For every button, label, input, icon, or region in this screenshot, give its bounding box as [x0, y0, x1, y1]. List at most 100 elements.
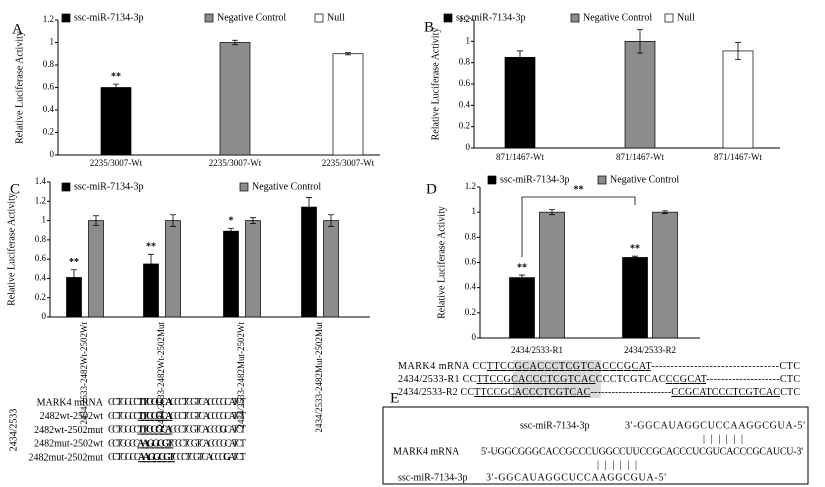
- legend-label: Negative Control: [217, 12, 286, 23]
- legend-label: Null: [327, 12, 345, 23]
- y-tick-label: 0.4: [35, 272, 47, 282]
- legend-swatch: [314, 13, 324, 23]
- sequence-part: TTCCGCACCCTCGTCAC: [474, 387, 590, 398]
- x-tick-label: 2434/2533-R1: [511, 345, 563, 355]
- sequence-part: -----------------------: [590, 387, 671, 398]
- y-tick-label: 1: [42, 215, 47, 225]
- sequence-part: CATCT: [224, 425, 246, 436]
- y-tick-label: 0: [472, 332, 477, 342]
- error-bar: [250, 217, 256, 224]
- x-tick-label: 2235/3007-Wt: [322, 158, 375, 168]
- y-tick-label: 0.2: [465, 307, 476, 317]
- sequence-part: CCCTCGTCACCC: [173, 452, 226, 463]
- panel-e-box: [382, 406, 809, 485]
- y-tick-label: 0.8: [459, 57, 471, 67]
- sequence: 2434/2533-R1 CCTTCCGCACCCTCGTCACCCCTCGTC…: [398, 374, 800, 385]
- error-bar: [519, 274, 525, 281]
- y-tick-label: 1: [472, 206, 477, 216]
- bar: [622, 257, 648, 339]
- significance: **: [111, 71, 121, 82]
- y-tick-label: 1.2: [459, 14, 470, 24]
- bar: [504, 56, 536, 149]
- x-tick-label: 2235/3007-Wt: [209, 158, 262, 168]
- sequence-part: TTCCGCA: [138, 397, 174, 408]
- sequence-part: CTC: [780, 387, 800, 398]
- error-bar: [735, 42, 741, 60]
- pairing: ||||||: [597, 459, 637, 470]
- error-bar: [662, 210, 668, 214]
- y-tick-label: 0.8: [43, 59, 55, 69]
- bar: [223, 230, 239, 318]
- legend-swatch: [204, 13, 214, 23]
- sequence-part: AAGGCGT: [137, 439, 174, 450]
- panel-label: E: [390, 390, 399, 406]
- error-bar: [345, 52, 351, 56]
- mrna-seq: 5'-UGGCGGGCACCGCCCUGGCCUUCCGCACCCUCGUCAC…: [481, 446, 803, 457]
- sequence-part: CCCTCGTCACCCGCATCT: [170, 411, 246, 422]
- sequence-part: 2434/2533-R1 CC: [398, 374, 477, 385]
- x-tick-label: 2434/2533-2482Wt-2502Mut: [156, 322, 166, 429]
- sequence-part: G: [219, 425, 227, 436]
- x-tick-label: 871/1467-Wt: [616, 152, 664, 162]
- mrna-name: MARK4 mRNA: [393, 446, 460, 457]
- panel-label: C: [10, 181, 20, 197]
- panel-label: D: [426, 181, 437, 197]
- sequence: CCTGGCCAAGGCGTCCCTCGTCACCCGCATCT: [108, 439, 246, 450]
- sequence-part: --------------------CTC: [706, 374, 800, 385]
- sequence-label: 2482mut-2502mut: [29, 452, 104, 463]
- y-tick-label: 0: [466, 142, 471, 152]
- y-tick-label: 0.4: [43, 104, 55, 114]
- sequence-part: TTCCGCACCCTCGTCAC: [477, 374, 596, 385]
- sequence-label: MARK4 mRNA: [37, 397, 104, 408]
- x-tick-label: 2434/2533-2482Mut-2502Mut: [314, 322, 324, 433]
- sequence-part: CCGCAT: [666, 374, 707, 385]
- error-bar: [71, 269, 77, 286]
- bar: [509, 277, 535, 339]
- significance: **: [146, 242, 156, 253]
- sequence: 2434/2533-R2 CCTTCCGCACCCTCGTCAC--------…: [398, 387, 800, 398]
- legend-swatch: [597, 175, 607, 185]
- sequence-part: CCCTCGTCAC: [596, 374, 666, 385]
- pairing: ||||||: [703, 433, 743, 444]
- bar: [100, 87, 132, 156]
- legend-swatch: [570, 13, 580, 23]
- x-tick-label: 2434/2533-2482Mut-2502Wt: [236, 322, 246, 429]
- legend-swatch: [664, 13, 674, 23]
- sequence-label: 2482wt-2502wt: [40, 411, 104, 422]
- y-tick-label: 0.2: [43, 127, 54, 137]
- x-tick-label: 2235/3007-Wt: [90, 158, 143, 168]
- sequence-label: 2482mut-2502wt: [34, 439, 103, 450]
- bar: [332, 53, 364, 156]
- sequence-part: MARK4 mRNA CC: [398, 361, 487, 372]
- y-axis-label: Relative Luciferase Activity: [6, 193, 17, 306]
- y-tick-label: 1.2: [465, 181, 476, 191]
- y-axis-label: Relative Luciferase Activity: [436, 206, 447, 319]
- legend-swatch: [61, 182, 71, 192]
- bar: [722, 50, 754, 149]
- sequence-part: CCCTCGTCACCCGCATCT: [170, 397, 246, 408]
- legend-label: Negative Control: [583, 12, 652, 23]
- y-tick-label: 0: [50, 149, 55, 159]
- sequence-part: TTCCGCACCCTCGTCAC: [487, 361, 609, 372]
- significance: **: [630, 244, 640, 255]
- x-tick-label: 2434/2533-R2: [624, 345, 676, 355]
- mirna-seq: 3'-GGCAUAGGCUCCAAGGCGUA-5': [625, 420, 805, 431]
- sequence-part: CCTGGCC: [108, 397, 140, 408]
- legend-label: ssc-miR-7134-3p: [74, 12, 143, 23]
- y-tick-label: 0: [42, 311, 47, 321]
- sequence: MARK4 mRNA CCTTCCGCACCCTCGTCACCCGCAT----…: [398, 361, 800, 372]
- significance: **: [69, 257, 79, 268]
- significance: *: [229, 216, 234, 227]
- error-bar: [170, 214, 176, 227]
- y-tick-label: 0.4: [465, 282, 477, 292]
- error-bar: [232, 39, 238, 46]
- legend-swatch: [61, 13, 71, 23]
- bar: [245, 220, 261, 318]
- sequence: CCTGGCCTTCCGCACCCTCGTCACCCGCATCT: [108, 425, 246, 436]
- error-bar: [517, 50, 523, 65]
- bar: [323, 220, 339, 318]
- y-tick-label: 0.2: [459, 121, 470, 131]
- bracket-label: **: [574, 184, 584, 195]
- legend-label: Null: [677, 12, 695, 23]
- sequence-part: CCTGGCC: [108, 439, 140, 450]
